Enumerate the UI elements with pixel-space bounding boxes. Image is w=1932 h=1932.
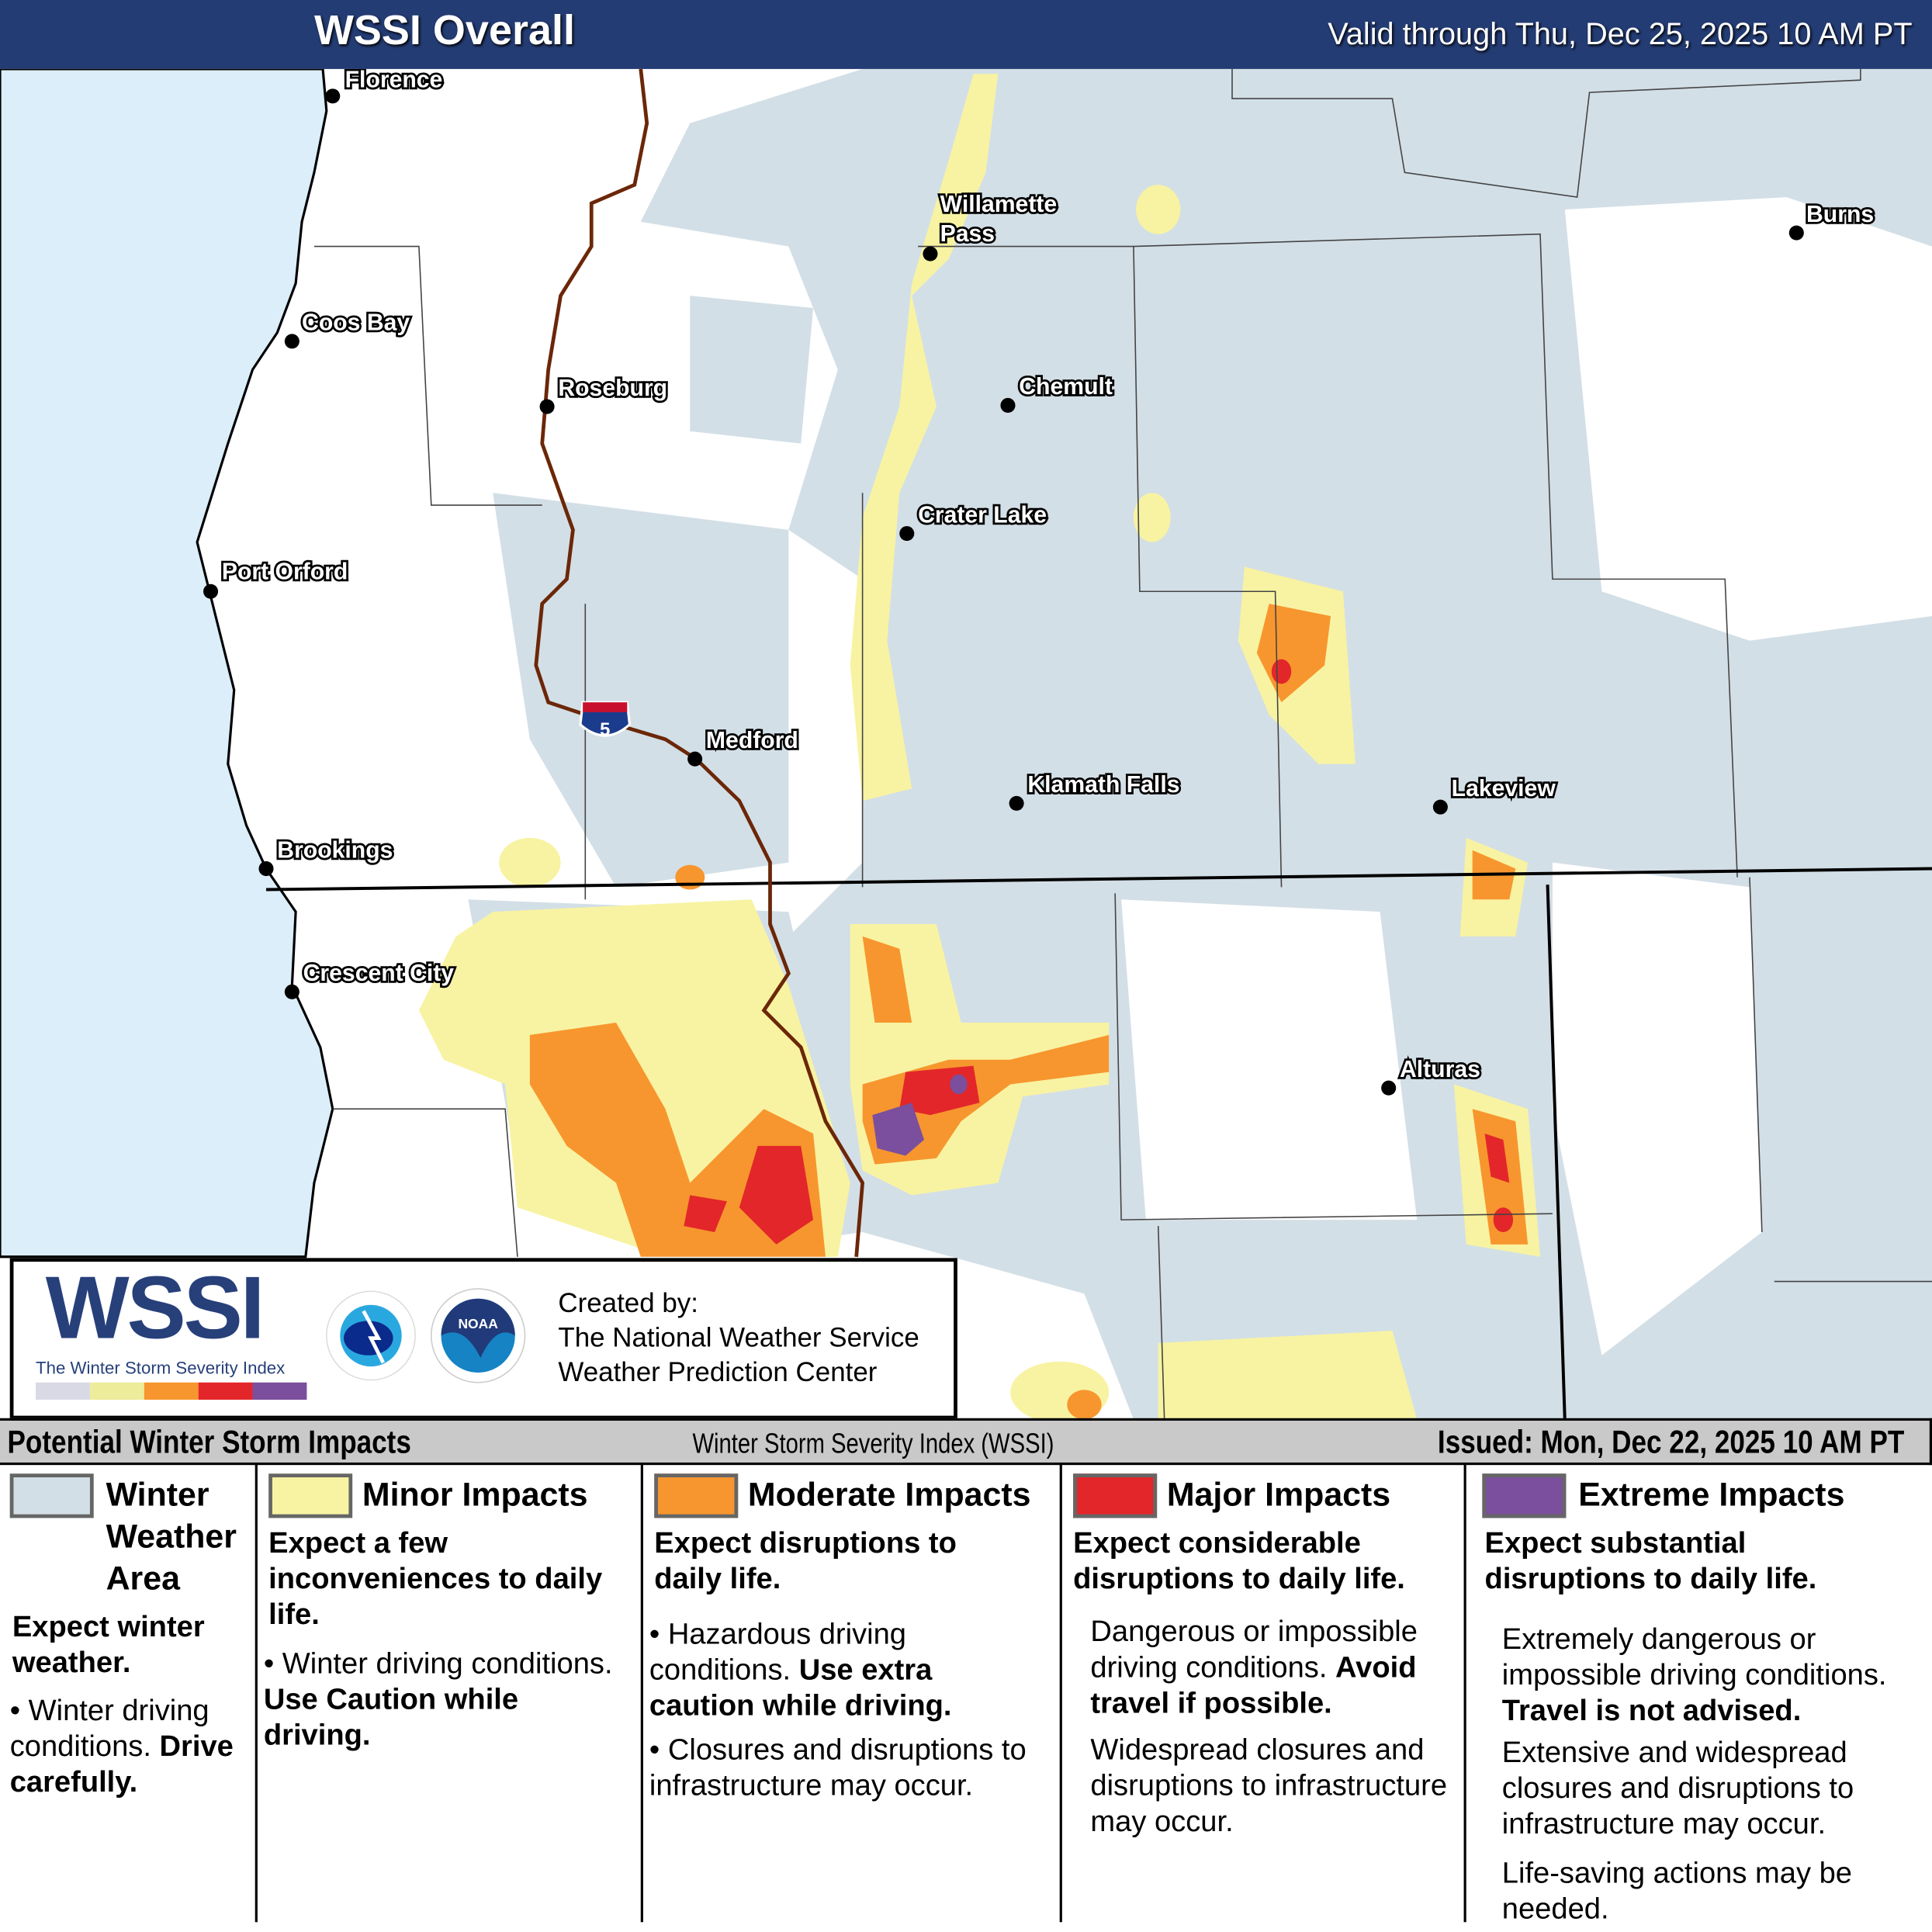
svg-text:Willamette: Willamette xyxy=(940,192,1058,217)
city-alturas: Alturas xyxy=(1381,1054,1483,1096)
boundaries xyxy=(313,68,1932,1420)
i5-shield: 5 xyxy=(579,701,632,740)
svg-text:Florence: Florence xyxy=(345,69,443,93)
wssi-wordmark: WSSI xyxy=(45,1259,265,1358)
interstate-5 xyxy=(534,68,865,1257)
impact-legend: Winter Weather Area Expect winter weathe… xyxy=(0,1463,1932,1932)
wssi-color-scale xyxy=(36,1382,307,1400)
noaa-logo-icon: NOAA xyxy=(431,1288,526,1383)
city-roseburg: Roseburg xyxy=(539,373,670,414)
impact-map: 5 Florence Willamette Pass Burns Coos Bay… xyxy=(0,68,1932,1420)
legend-extreme: Extreme Impacts Expect substantial disru… xyxy=(1467,1464,1932,1926)
svg-text:Roseburg: Roseburg xyxy=(558,376,667,401)
city-chemult: Chemult xyxy=(1000,372,1115,413)
logo-panel: WSSI The Winter Storm Severity Index NOA… xyxy=(9,1258,957,1420)
created-by-label: Created by: xyxy=(558,1287,698,1319)
svg-text:Crater Lake: Crater Lake xyxy=(918,502,1047,528)
city-klamath-falls: Klamath Falls xyxy=(1009,770,1182,811)
state-borders xyxy=(265,867,1932,1420)
swatch-minor xyxy=(268,1473,353,1518)
svg-text:Pass: Pass xyxy=(940,221,995,247)
svg-text:Brookings: Brookings xyxy=(277,837,393,863)
svg-text:NOAA: NOAA xyxy=(458,1316,498,1331)
svg-text:Lakeview: Lakeview xyxy=(1452,776,1556,802)
svg-text:Klamath Falls: Klamath Falls xyxy=(1027,772,1179,798)
credit-wpc: Weather Prediction Center xyxy=(558,1356,878,1388)
extreme-impacts-area xyxy=(872,1074,968,1156)
swatch-winter xyxy=(9,1473,94,1518)
swatch-extreme xyxy=(1482,1473,1567,1518)
city-crescent-city: Crescent City xyxy=(284,958,456,999)
svg-text:Crescent City: Crescent City xyxy=(303,961,455,986)
city-burns: Burns xyxy=(1788,199,1876,241)
page-title: WSSI Overall xyxy=(313,7,576,54)
city-brookings: Brookings xyxy=(258,835,395,877)
city-florence: Florence xyxy=(325,69,445,104)
nws-logo-icon xyxy=(326,1290,416,1381)
svg-text:Port Orford: Port Orford xyxy=(222,559,348,584)
swatch-moderate xyxy=(654,1473,739,1518)
legend-subtitle: Winter Storm Severity Index (WSSI) xyxy=(692,1426,1054,1459)
credit-nws: The National Weather Service xyxy=(558,1321,919,1353)
legend-moderate: Moderate Impacts Expect disruptions to d… xyxy=(645,1464,1059,1923)
wssi-subtitle: The Winter Storm Severity Index xyxy=(36,1357,286,1378)
city-willamette-pass: Willamette Pass xyxy=(923,189,1059,261)
city-markers: Florence Willamette Pass Burns Coos Bay R… xyxy=(203,69,1876,1096)
legend-winter-weather: Winter Weather Area Expect winter weathe… xyxy=(0,1464,254,1923)
i5-shield-number: 5 xyxy=(600,719,610,740)
city-coos-bay: Coos Bay xyxy=(284,308,412,349)
legend-header: Potential Winter Storm Impacts Winter St… xyxy=(0,1418,1932,1466)
credits: Created by: The National Weather Service… xyxy=(558,1286,919,1390)
city-crater-lake: Crater Lake xyxy=(899,500,1049,542)
valid-time: Valid through Thu, Dec 25, 2025 10 AM PT xyxy=(1328,17,1913,52)
svg-text:Medford: Medford xyxy=(706,728,798,753)
city-lakeview: Lakeview xyxy=(1432,774,1558,815)
issued-time: Issued: Mon, Dec 22, 2025 10 AM PT xyxy=(1438,1423,1906,1460)
title-bar: WSSI Overall Valid through Thu, Dec 25, … xyxy=(0,0,1932,69)
legend-major: Major Impacts Expect considerable disrup… xyxy=(1063,1464,1463,1923)
svg-text:Burns: Burns xyxy=(1806,202,1874,227)
pacific-ocean xyxy=(0,68,334,1259)
legend-minor: Minor Impacts Expect a few inconvenience… xyxy=(258,1464,640,1923)
svg-text:Chemult: Chemult xyxy=(1019,374,1113,400)
city-medford: Medford xyxy=(687,725,801,767)
svg-text:Coos Bay: Coos Bay xyxy=(302,310,410,336)
city-port-orford: Port Orford xyxy=(203,557,350,599)
legend-title: Potential Winter Storm Impacts xyxy=(7,1423,411,1460)
swatch-major xyxy=(1073,1473,1158,1518)
svg-text:Alturas: Alturas xyxy=(1400,1057,1480,1082)
